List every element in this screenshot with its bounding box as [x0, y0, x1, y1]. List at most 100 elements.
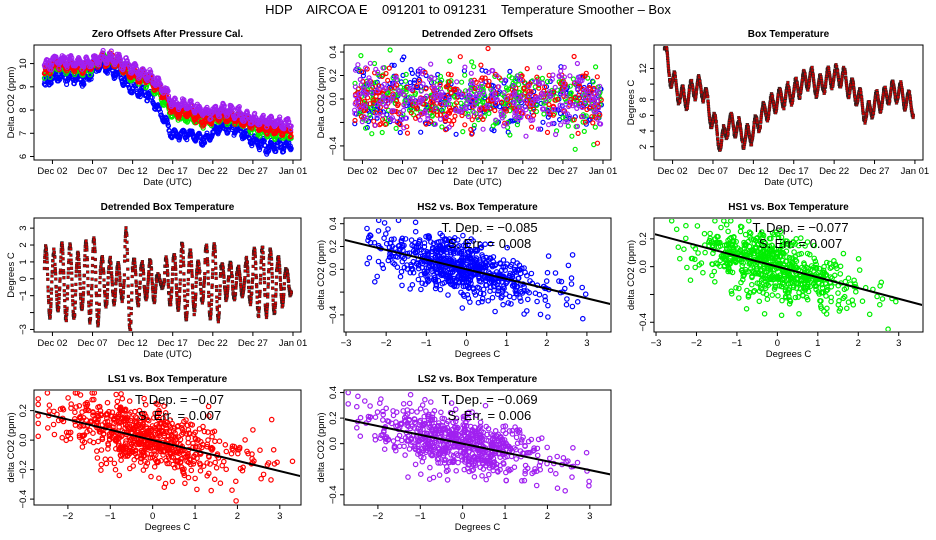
point-ls2 — [591, 109, 597, 115]
point-hs1 — [387, 47, 393, 53]
point-detrended-box-temperature — [70, 283, 74, 287]
point-ls2 — [457, 89, 463, 95]
point-ls1 — [582, 119, 588, 125]
point-detrended-box-temperature — [69, 247, 73, 251]
point-ls2 — [597, 83, 603, 89]
point-hs2 — [409, 70, 415, 77]
point-ls2 — [564, 119, 570, 125]
data-marks — [662, 46, 915, 152]
point-ls2 — [418, 88, 424, 94]
point-ls2 — [579, 104, 585, 111]
point-hs1 — [534, 102, 540, 109]
point-detrended-box-temperature — [70, 271, 74, 275]
y-tick-label: 0 — [18, 276, 29, 281]
point-detrended-box-temperature — [58, 277, 62, 281]
point-ls2 — [437, 116, 444, 122]
x-tick-label: Jan 01 — [589, 166, 618, 177]
point-box-temperature — [860, 95, 864, 99]
point-ls1 — [589, 114, 595, 120]
point-box-temperature — [853, 95, 857, 99]
point-hs2 — [129, 90, 135, 96]
point-hs1 — [572, 146, 578, 152]
point-ls2 — [100, 47, 106, 54]
point-ls2 — [471, 109, 477, 116]
x-tick-label: Dec 17 — [468, 166, 498, 177]
point-detrended-box-temperature — [86, 276, 90, 281]
plot-frame — [33, 44, 302, 161]
point-ls2 — [361, 114, 367, 120]
point-ls2 — [475, 84, 481, 91]
point-ls2 — [438, 94, 444, 100]
point-detrended-box-temperature — [70, 294, 75, 298]
point-box-temperature — [752, 120, 756, 124]
point-ls2 — [592, 103, 598, 109]
point-ls2 — [352, 110, 358, 117]
point-ls1 — [530, 112, 537, 119]
point-hs1 — [590, 79, 596, 85]
point-ls2 — [418, 111, 424, 117]
point-ls2 — [588, 96, 594, 102]
point-hs1 — [369, 131, 375, 137]
point-ls1 — [363, 106, 369, 113]
point-ls1 — [571, 117, 577, 123]
point-ls2 — [489, 87, 495, 94]
point-ls1 — [542, 84, 548, 90]
point-detrended-box-temperature — [81, 291, 86, 295]
point-ls2 — [69, 55, 75, 61]
point-ls2 — [397, 110, 403, 116]
point-detrended-box-temperature — [61, 251, 65, 256]
point-detrended-box-temperature — [96, 322, 100, 326]
point-hs2 — [389, 62, 395, 68]
point-box-temperature — [836, 69, 840, 73]
point-detrended-box-temperature — [85, 264, 90, 268]
point-ls2 — [434, 97, 440, 103]
point-hs1 — [452, 94, 458, 100]
point-ls2 — [387, 98, 393, 104]
x-tick-label: Dec 12 — [738, 166, 768, 177]
point-detrended-box-temperature — [74, 289, 78, 293]
point-ls2 — [366, 75, 372, 81]
point-detrended-box-temperature — [98, 281, 102, 285]
point-hs2 — [352, 121, 358, 127]
y-tick-label: −3 — [18, 324, 29, 335]
point-hs1 — [447, 58, 453, 64]
point-box-temperature — [794, 76, 798, 80]
point-detrended-box-temperature — [46, 289, 50, 293]
point-ls1 — [524, 65, 530, 72]
x-tick-label: Dec 27 — [238, 338, 268, 349]
point-ls2 — [493, 117, 499, 123]
point-detrended-box-temperature — [71, 303, 75, 307]
point-box-temperature — [798, 95, 802, 99]
point-ls1 — [448, 72, 454, 78]
point-detrended-box-temperature — [74, 270, 78, 274]
point-detrended-box-temperature — [98, 288, 102, 292]
point-hs1 — [465, 111, 471, 117]
point-box-temperature — [749, 143, 754, 147]
point-detrended-box-temperature — [70, 277, 74, 281]
point-ls2 — [586, 91, 592, 97]
point-ls1 — [507, 102, 513, 108]
point-hs1 — [506, 73, 512, 79]
point-ls1 — [482, 75, 488, 81]
point-ls2 — [550, 106, 557, 113]
point-ls2 — [563, 101, 569, 107]
point-detrended-box-temperature — [64, 319, 68, 323]
point-detrended-box-temperature — [62, 276, 66, 280]
point-box-temperature — [714, 116, 718, 120]
x-axis-label: Date (UTC) — [453, 177, 502, 188]
point-ls2 — [401, 125, 407, 131]
point-ls2 — [567, 73, 573, 79]
point-hs1 — [393, 125, 399, 131]
point-detrended-box-temperature — [86, 270, 90, 274]
point-ls2 — [504, 121, 510, 127]
point-ls2 — [260, 112, 266, 119]
point-ls1 — [446, 79, 452, 85]
point-detrended-box-temperature — [49, 309, 53, 313]
point-ls2 — [556, 73, 562, 79]
point-ls1 — [408, 110, 414, 116]
point-detrended-box-temperature — [102, 278, 106, 282]
point-hs1 — [367, 112, 373, 119]
point-ls2 — [372, 122, 378, 128]
point-detrended-box-temperature — [50, 280, 54, 284]
point-ls2 — [432, 106, 438, 112]
